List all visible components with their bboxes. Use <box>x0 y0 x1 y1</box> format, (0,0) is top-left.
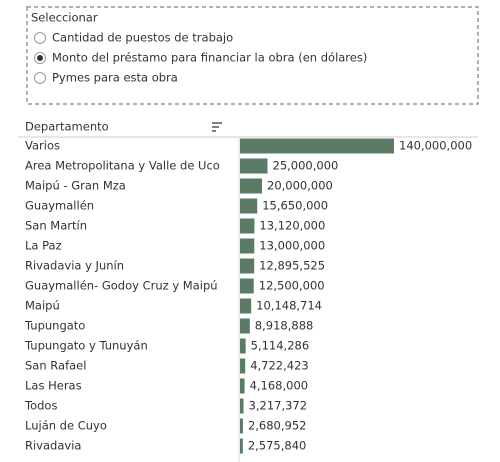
filter-title: Seleccionar <box>31 11 98 25</box>
value-label: 4,168,000 <box>250 379 309 393</box>
value-label: 12,500,000 <box>259 279 325 293</box>
value-label: 20,000,000 <box>267 179 333 193</box>
bar <box>240 438 243 454</box>
category-label: Las Heras <box>25 379 82 393</box>
bar <box>240 218 255 234</box>
radio-label[interactable]: Pymes para esta obra <box>52 71 178 85</box>
radio-label[interactable]: Cantidad de puestos de trabajo <box>52 31 233 45</box>
sort-icon[interactable] <box>212 122 222 132</box>
value-label: 140,000,000 <box>399 139 472 153</box>
bar <box>240 398 244 414</box>
value-label: 10,148,714 <box>256 299 322 313</box>
category-label: Guaymallén- Godoy Cruz y Maipú <box>25 279 218 293</box>
category-label: Rivadavia y Junín <box>25 259 124 273</box>
category-label: Guaymallén <box>25 199 94 213</box>
category-label: Rivadavia <box>25 439 81 453</box>
bar <box>240 318 250 334</box>
radio-dot <box>37 55 43 61</box>
bar <box>240 238 255 254</box>
category-label: Maipú <box>25 299 60 313</box>
category-label: La Paz <box>25 239 62 253</box>
category-label: Todos <box>24 399 57 413</box>
value-label: 13,120,000 <box>259 219 325 233</box>
value-label: 2,680,952 <box>248 419 307 433</box>
bar <box>240 418 243 434</box>
bar <box>240 338 246 354</box>
category-label: Tupungato <box>24 319 85 333</box>
radio-button[interactable] <box>34 72 46 84</box>
value-label: 15,650,000 <box>262 199 328 213</box>
value-label: 3,217,372 <box>249 399 308 413</box>
category-label: Maipú - Gran Mza <box>25 179 126 193</box>
bar <box>240 298 252 314</box>
value-label: 8,918,888 <box>255 319 314 333</box>
category-label: San Rafael <box>25 359 86 373</box>
bar <box>240 158 268 174</box>
value-label: 4,722,423 <box>250 359 309 373</box>
column-header: Departamento <box>25 120 109 134</box>
filter-box <box>26 6 479 105</box>
bar <box>240 358 246 374</box>
category-label: San Martín <box>25 219 87 233</box>
value-label: 5,114,286 <box>251 339 310 353</box>
bar <box>240 258 255 274</box>
value-label: 13,000,000 <box>259 239 325 253</box>
value-label: 12,895,525 <box>259 259 325 273</box>
value-label: 2,575,840 <box>248 439 307 453</box>
bar <box>240 138 394 154</box>
category-label: Area Metropolitana y Valle de Uco <box>25 159 220 173</box>
bar <box>240 378 245 394</box>
bar <box>240 198 258 214</box>
category-label: Luján de Cuyo <box>25 419 107 433</box>
radio-button[interactable] <box>34 32 46 44</box>
bar <box>240 278 254 294</box>
radio-label[interactable]: Monto del préstamo para financiar la obr… <box>52 51 367 65</box>
category-label: Varios <box>25 139 60 153</box>
bar <box>240 178 262 194</box>
value-label: 25,000,000 <box>273 159 339 173</box>
category-label: Tupungato y Tunuyán <box>24 339 148 353</box>
